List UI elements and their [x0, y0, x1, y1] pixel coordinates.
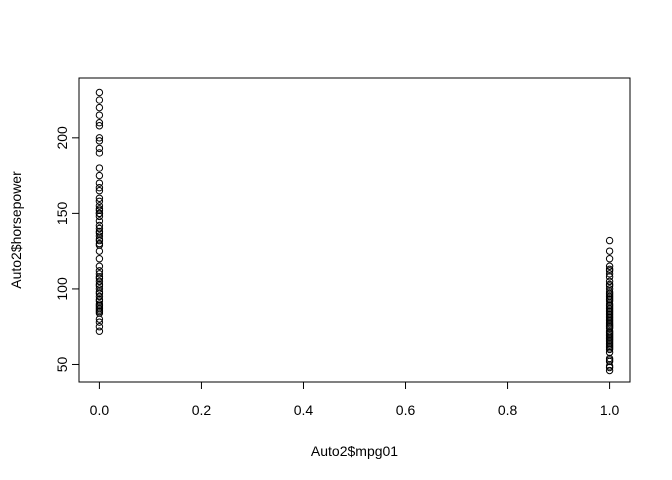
data-point	[605, 366, 614, 375]
data-point	[605, 270, 614, 278]
y-tick-label: 100	[54, 277, 70, 301]
x-tick-label: 1.0	[600, 402, 620, 418]
data-point	[95, 202, 104, 210]
x-tick-label: 0.6	[396, 402, 416, 418]
y-tick-label: 150	[54, 201, 70, 225]
data-point	[605, 262, 614, 270]
x-tick-label: 0.0	[90, 402, 110, 418]
data-point	[95, 179, 104, 187]
data-point	[95, 247, 104, 255]
data-point	[95, 262, 104, 270]
y-axis-title: Auto2$horsepower	[8, 171, 24, 289]
y-axis: 50 100 150 200	[54, 126, 80, 372]
x-tick-label: 0.4	[294, 402, 314, 418]
data-point	[95, 144, 104, 153]
data-point	[95, 239, 104, 248]
data-point	[95, 292, 104, 301]
x-tick-label: 0.2	[192, 402, 212, 418]
data-point	[95, 285, 104, 293]
data-point	[605, 255, 614, 263]
data-point	[95, 134, 104, 142]
data-point	[95, 217, 104, 225]
y-tick-label: 50	[54, 356, 70, 372]
data-point	[95, 205, 104, 213]
data-point	[95, 122, 104, 130]
data-point	[605, 277, 614, 286]
data-point	[95, 119, 104, 127]
data-point	[95, 111, 104, 119]
data-point	[95, 267, 104, 275]
data-point	[95, 96, 104, 104]
data-point	[95, 270, 104, 278]
x-tick-label: 0.8	[498, 402, 518, 418]
data-point	[95, 224, 104, 233]
y-tick-label: 200	[54, 126, 70, 150]
data-point	[95, 322, 104, 331]
data-point	[95, 277, 104, 286]
data-point	[605, 285, 614, 293]
data-point	[95, 149, 104, 157]
data-point	[605, 236, 614, 245]
plot-frame	[78, 77, 631, 383]
data-point	[95, 171, 104, 180]
data-point	[95, 137, 104, 145]
data-point	[95, 183, 104, 192]
data-point	[95, 232, 104, 240]
x-axis-title: Auto2$mpg01	[311, 443, 398, 459]
data-point	[95, 327, 104, 335]
data-point	[95, 197, 104, 205]
data-point	[95, 221, 104, 230]
data-point	[95, 318, 104, 326]
data-point	[95, 103, 104, 112]
data-point	[605, 265, 614, 273]
x-axis: 0.0 0.2 0.4 0.6 0.8 1.0	[90, 381, 620, 418]
data-point	[95, 88, 104, 97]
data-point	[605, 247, 614, 255]
data-point	[95, 209, 104, 218]
data-points	[95, 88, 614, 375]
data-point	[95, 164, 104, 172]
data-point	[95, 194, 104, 202]
data-point	[95, 300, 104, 308]
data-point	[95, 255, 104, 263]
data-point	[95, 187, 104, 195]
data-point	[605, 280, 614, 289]
